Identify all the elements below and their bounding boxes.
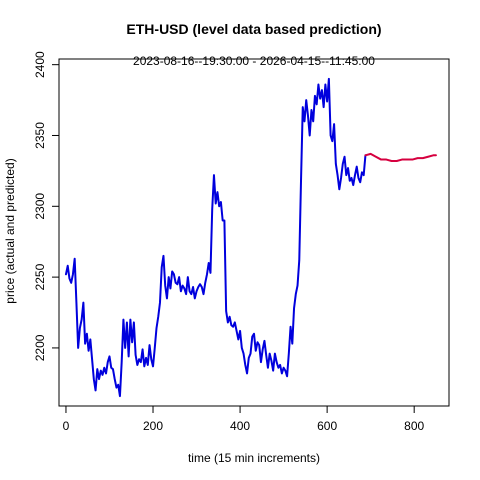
x-tick-label: 0 — [63, 419, 70, 433]
x-tick-label: 800 — [404, 419, 424, 433]
y-axis-label: price (actual and predicted) — [3, 158, 17, 303]
x-tick-label: 200 — [143, 419, 163, 433]
plot-frame — [58, 58, 450, 407]
chart-title: ETH-USD (level data based prediction) — [126, 21, 381, 37]
series-layer — [64, 77, 437, 398]
y-axis: 2200 2250 2300 2350 2400 — [33, 51, 60, 361]
actual-price-line — [64, 77, 367, 398]
x-tick-label: 400 — [230, 419, 250, 433]
y-tick-label: 2250 — [33, 263, 47, 290]
y-tick-label: 2300 — [33, 193, 47, 220]
predicted-price-line — [364, 152, 437, 162]
y-tick-label: 2350 — [33, 122, 47, 149]
x-tick-label: 600 — [317, 419, 337, 433]
chart-subtitle: 2023-08-16--19:30:00 - 2026-04-15--11:45… — [133, 54, 375, 68]
x-axis: 0 200 400 600 800 — [63, 405, 425, 433]
y-tick-label: 2200 — [33, 334, 47, 361]
x-axis-label: time (15 min increments) — [188, 451, 320, 465]
y-tick-label: 2400 — [33, 51, 47, 78]
